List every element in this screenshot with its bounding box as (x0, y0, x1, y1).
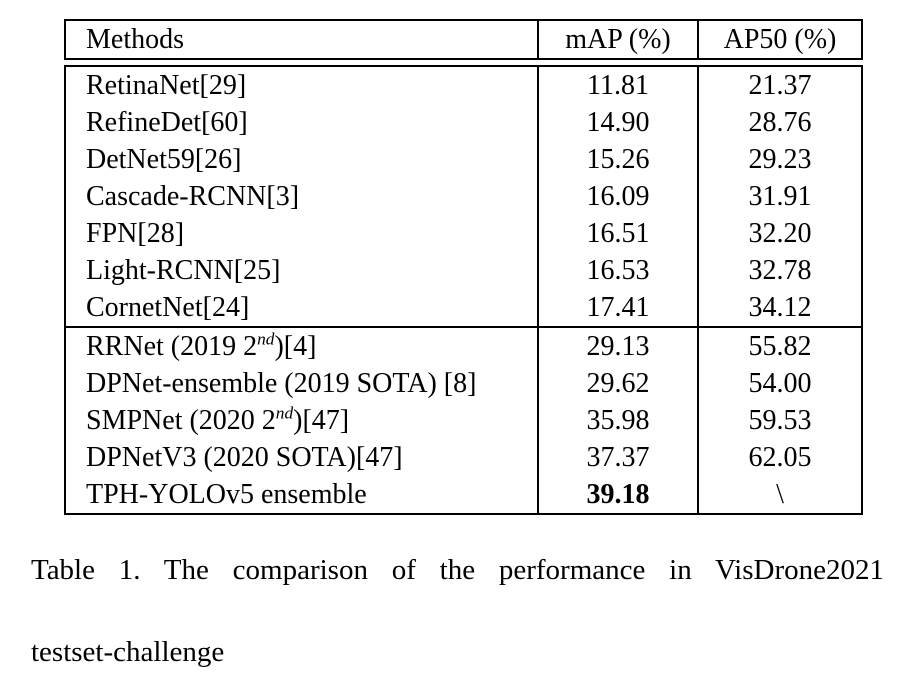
ap50-value: 54.00 (697, 365, 862, 402)
method-name-text: RetinaNet[29] (86, 70, 247, 101)
ap50-value: 32.78 (697, 252, 862, 289)
table-row: SMPNet (2020 2nd)[47] 35.98 59.53 (65, 402, 862, 439)
method-name: RefineDet[60] (65, 104, 538, 141)
results-table-header: Methods mAP (%) AP50 (%) (64, 19, 863, 60)
method-name: DPNet-ensemble (2019 SOTA) [8] (65, 365, 538, 402)
table-row: FPN[28] 16.51 32.20 (65, 215, 862, 252)
method-name-superscript: nd (275, 403, 294, 423)
map-value: 17.41 (537, 289, 698, 327)
method-name-text: SMPNet (2020 2 (86, 405, 276, 436)
ap50-value: \ (697, 476, 862, 514)
column-header-map: mAP (%) (537, 20, 698, 59)
caption-line-2: testset-challenge (31, 636, 225, 668)
header-row: Methods mAP (%) AP50 (%) (65, 20, 862, 59)
map-value: 35.98 (537, 402, 698, 439)
method-name: SMPNet (2020 2nd)[47] (65, 402, 538, 439)
method-name: DetNet59[26] (65, 141, 538, 178)
method-name: RetinaNet[29] (65, 66, 538, 104)
ap50-value: 32.20 (697, 215, 862, 252)
method-name-text: TPH-YOLOv5 ensemble (86, 479, 367, 510)
table-row: Light-RCNN[25] 16.53 32.78 (65, 252, 862, 289)
ap50-value: 29.23 (697, 141, 862, 178)
method-name-superscript: nd (257, 329, 275, 349)
method-name-text: DPNetV3 (2020 SOTA)[47] (86, 442, 403, 473)
method-name-text: RRNet (2019 2 (86, 331, 258, 362)
map-value: 16.51 (537, 215, 698, 252)
map-value: 16.53 (537, 252, 698, 289)
method-name: CornetNet[24] (65, 289, 538, 327)
map-value: 29.13 (537, 326, 698, 365)
table-caption: Table 1. The comparison of the performan… (31, 550, 884, 673)
ap50-value: 21.37 (697, 66, 862, 104)
table-body: RetinaNet[29] 11.81 21.37 RefineDet[60] 14.9… (65, 66, 862, 514)
table-row: DPNetV3 (2020 SOTA)[47] 37.37 62.05 (65, 439, 862, 476)
ap50-value: 62.05 (697, 439, 862, 476)
map-value: 39.18 (537, 476, 698, 514)
map-value: 14.90 (537, 104, 698, 141)
map-value: 16.09 (537, 178, 698, 215)
method-name: TPH-YOLOv5 ensemble (65, 476, 538, 514)
method-name: DPNetV3 (2020 SOTA)[47] (65, 439, 538, 476)
map-value: 15.26 (537, 141, 698, 178)
results-table: Methods mAP (%) AP50 (%) RetinaNet[29] 11… (64, 19, 863, 515)
method-name-text: DPNet-ensemble (2019 SOTA) [8] (86, 368, 477, 399)
table-row: CornetNet[24] 17.41 34.12 (65, 289, 862, 327)
column-header-methods: Methods (86, 24, 184, 55)
method-name-text: )[4] (274, 331, 317, 362)
ap50-value: 55.82 (697, 326, 862, 365)
map-value: 29.62 (537, 365, 698, 402)
method-name-text: Cascade-RCNN[3] (86, 181, 300, 212)
ap50-value: 34.12 (697, 289, 862, 327)
method-name: Cascade-RCNN[3] (65, 178, 538, 215)
ap50-value: 28.76 (697, 104, 862, 141)
table-row: RRNet (2019 2nd)[4] 29.13 55.82 (65, 326, 862, 365)
method-name: Light-RCNN[25] (65, 252, 538, 289)
table-row: TPH-YOLOv5 ensemble 39.18 \ (65, 476, 862, 514)
table-row: DPNet-ensemble (2019 SOTA) [8] 29.62 54.00 (65, 365, 862, 402)
method-name-text: CornetNet[24] (86, 292, 250, 323)
column-header-ap50: AP50 (%) (697, 20, 862, 59)
method-name: RRNet (2019 2nd)[4] (65, 326, 538, 365)
map-value: 11.81 (537, 66, 698, 104)
table-row: RefineDet[60] 14.90 28.76 (65, 104, 862, 141)
table-row: RetinaNet[29] 11.81 21.37 (65, 66, 862, 104)
method-name: FPN[28] (65, 215, 538, 252)
method-name-text: RefineDet[60] (86, 107, 248, 138)
table-row: Cascade-RCNN[3] 16.09 31.91 (65, 178, 862, 215)
method-name-text: DetNet59[26] (86, 144, 242, 175)
ap50-value: 31.91 (697, 178, 862, 215)
method-name-text: )[47] (293, 405, 350, 436)
caption-line-1: Table 1. The comparison of the performan… (31, 554, 884, 586)
table-row: DetNet59[26] 15.26 29.23 (65, 141, 862, 178)
map-value: 37.37 (537, 439, 698, 476)
method-name-text: FPN[28] (86, 218, 185, 249)
ap50-value: 59.53 (697, 402, 862, 439)
method-name-text: Light-RCNN[25] (86, 255, 281, 286)
results-table-body-table: RetinaNet[29] 11.81 21.37 RefineDet[60] 14.9… (64, 65, 863, 515)
